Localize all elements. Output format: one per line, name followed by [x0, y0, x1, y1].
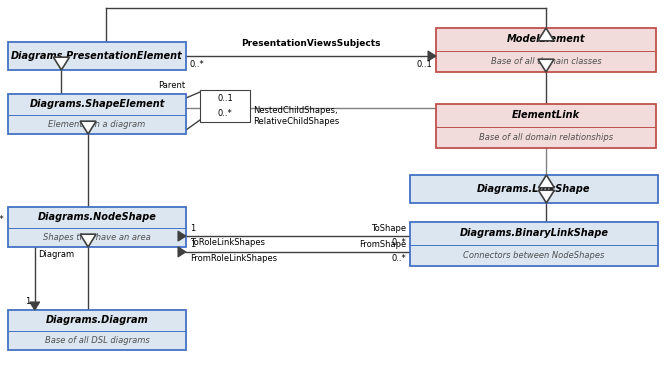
- Text: Diagram: Diagram: [38, 250, 74, 259]
- Text: 0..*: 0..*: [391, 254, 406, 263]
- Polygon shape: [538, 175, 554, 188]
- Text: Diagrams.ShapeElement: Diagrams.ShapeElement: [29, 99, 165, 109]
- FancyBboxPatch shape: [410, 175, 658, 203]
- Text: Diagrams.Diagram: Diagrams.Diagram: [46, 315, 149, 326]
- Text: 0..1: 0..1: [416, 60, 432, 69]
- Text: PresentationViewsSubjects: PresentationViewsSubjects: [241, 39, 381, 48]
- Text: 1: 1: [25, 297, 31, 306]
- Text: Base of all DSL diagrams: Base of all DSL diagrams: [45, 336, 149, 345]
- FancyBboxPatch shape: [436, 104, 656, 148]
- Polygon shape: [538, 59, 554, 72]
- FancyBboxPatch shape: [8, 42, 186, 70]
- Polygon shape: [80, 121, 96, 134]
- FancyBboxPatch shape: [410, 222, 658, 266]
- Text: 0..1: 0..1: [217, 95, 233, 103]
- Text: Diagrams.PresentationElement: Diagrams.PresentationElement: [11, 51, 183, 61]
- Text: 1: 1: [190, 240, 195, 249]
- Text: ModelElement: ModelElement: [507, 34, 585, 45]
- Text: 0..*: 0..*: [190, 60, 204, 69]
- Text: Shapes that have an area: Shapes that have an area: [43, 233, 151, 242]
- Polygon shape: [428, 51, 436, 61]
- Polygon shape: [178, 231, 186, 241]
- Text: FromRoleLinkShapes: FromRoleLinkShapes: [190, 254, 277, 263]
- Text: Diagrams.BinaryLinkShape: Diagrams.BinaryLinkShape: [460, 228, 609, 238]
- FancyBboxPatch shape: [8, 207, 186, 247]
- Text: Base of all domain classes: Base of all domain classes: [491, 57, 601, 66]
- Text: Parent: Parent: [158, 81, 185, 90]
- Text: Diagrams.LinkShape: Diagrams.LinkShape: [478, 184, 591, 194]
- Text: Diagrams.NodeShape: Diagrams.NodeShape: [37, 212, 157, 222]
- Text: 0..*: 0..*: [218, 108, 232, 118]
- Text: 0..*: 0..*: [391, 238, 406, 247]
- Polygon shape: [538, 190, 554, 203]
- FancyBboxPatch shape: [8, 94, 186, 134]
- Text: ToRoleLinkShapes: ToRoleLinkShapes: [190, 238, 265, 247]
- Text: Connectors between NodeShapes: Connectors between NodeShapes: [464, 251, 605, 260]
- Text: FromShape: FromShape: [359, 240, 406, 249]
- Text: Elements on a diagram: Elements on a diagram: [49, 120, 146, 129]
- Text: ElementLink: ElementLink: [512, 111, 580, 120]
- Text: NestedChildShapes,
RelativeChildShapes: NestedChildShapes, RelativeChildShapes: [253, 106, 339, 126]
- FancyBboxPatch shape: [8, 310, 186, 350]
- Polygon shape: [178, 247, 186, 257]
- Text: 1: 1: [190, 224, 195, 233]
- FancyBboxPatch shape: [200, 90, 250, 122]
- Text: ToShape: ToShape: [371, 224, 406, 233]
- Polygon shape: [53, 57, 69, 70]
- FancyBboxPatch shape: [436, 28, 656, 72]
- Text: Base of all domain relationships: Base of all domain relationships: [479, 133, 613, 142]
- Polygon shape: [538, 28, 554, 41]
- Polygon shape: [30, 302, 40, 310]
- Text: 0..*: 0..*: [0, 215, 4, 224]
- Polygon shape: [80, 234, 96, 247]
